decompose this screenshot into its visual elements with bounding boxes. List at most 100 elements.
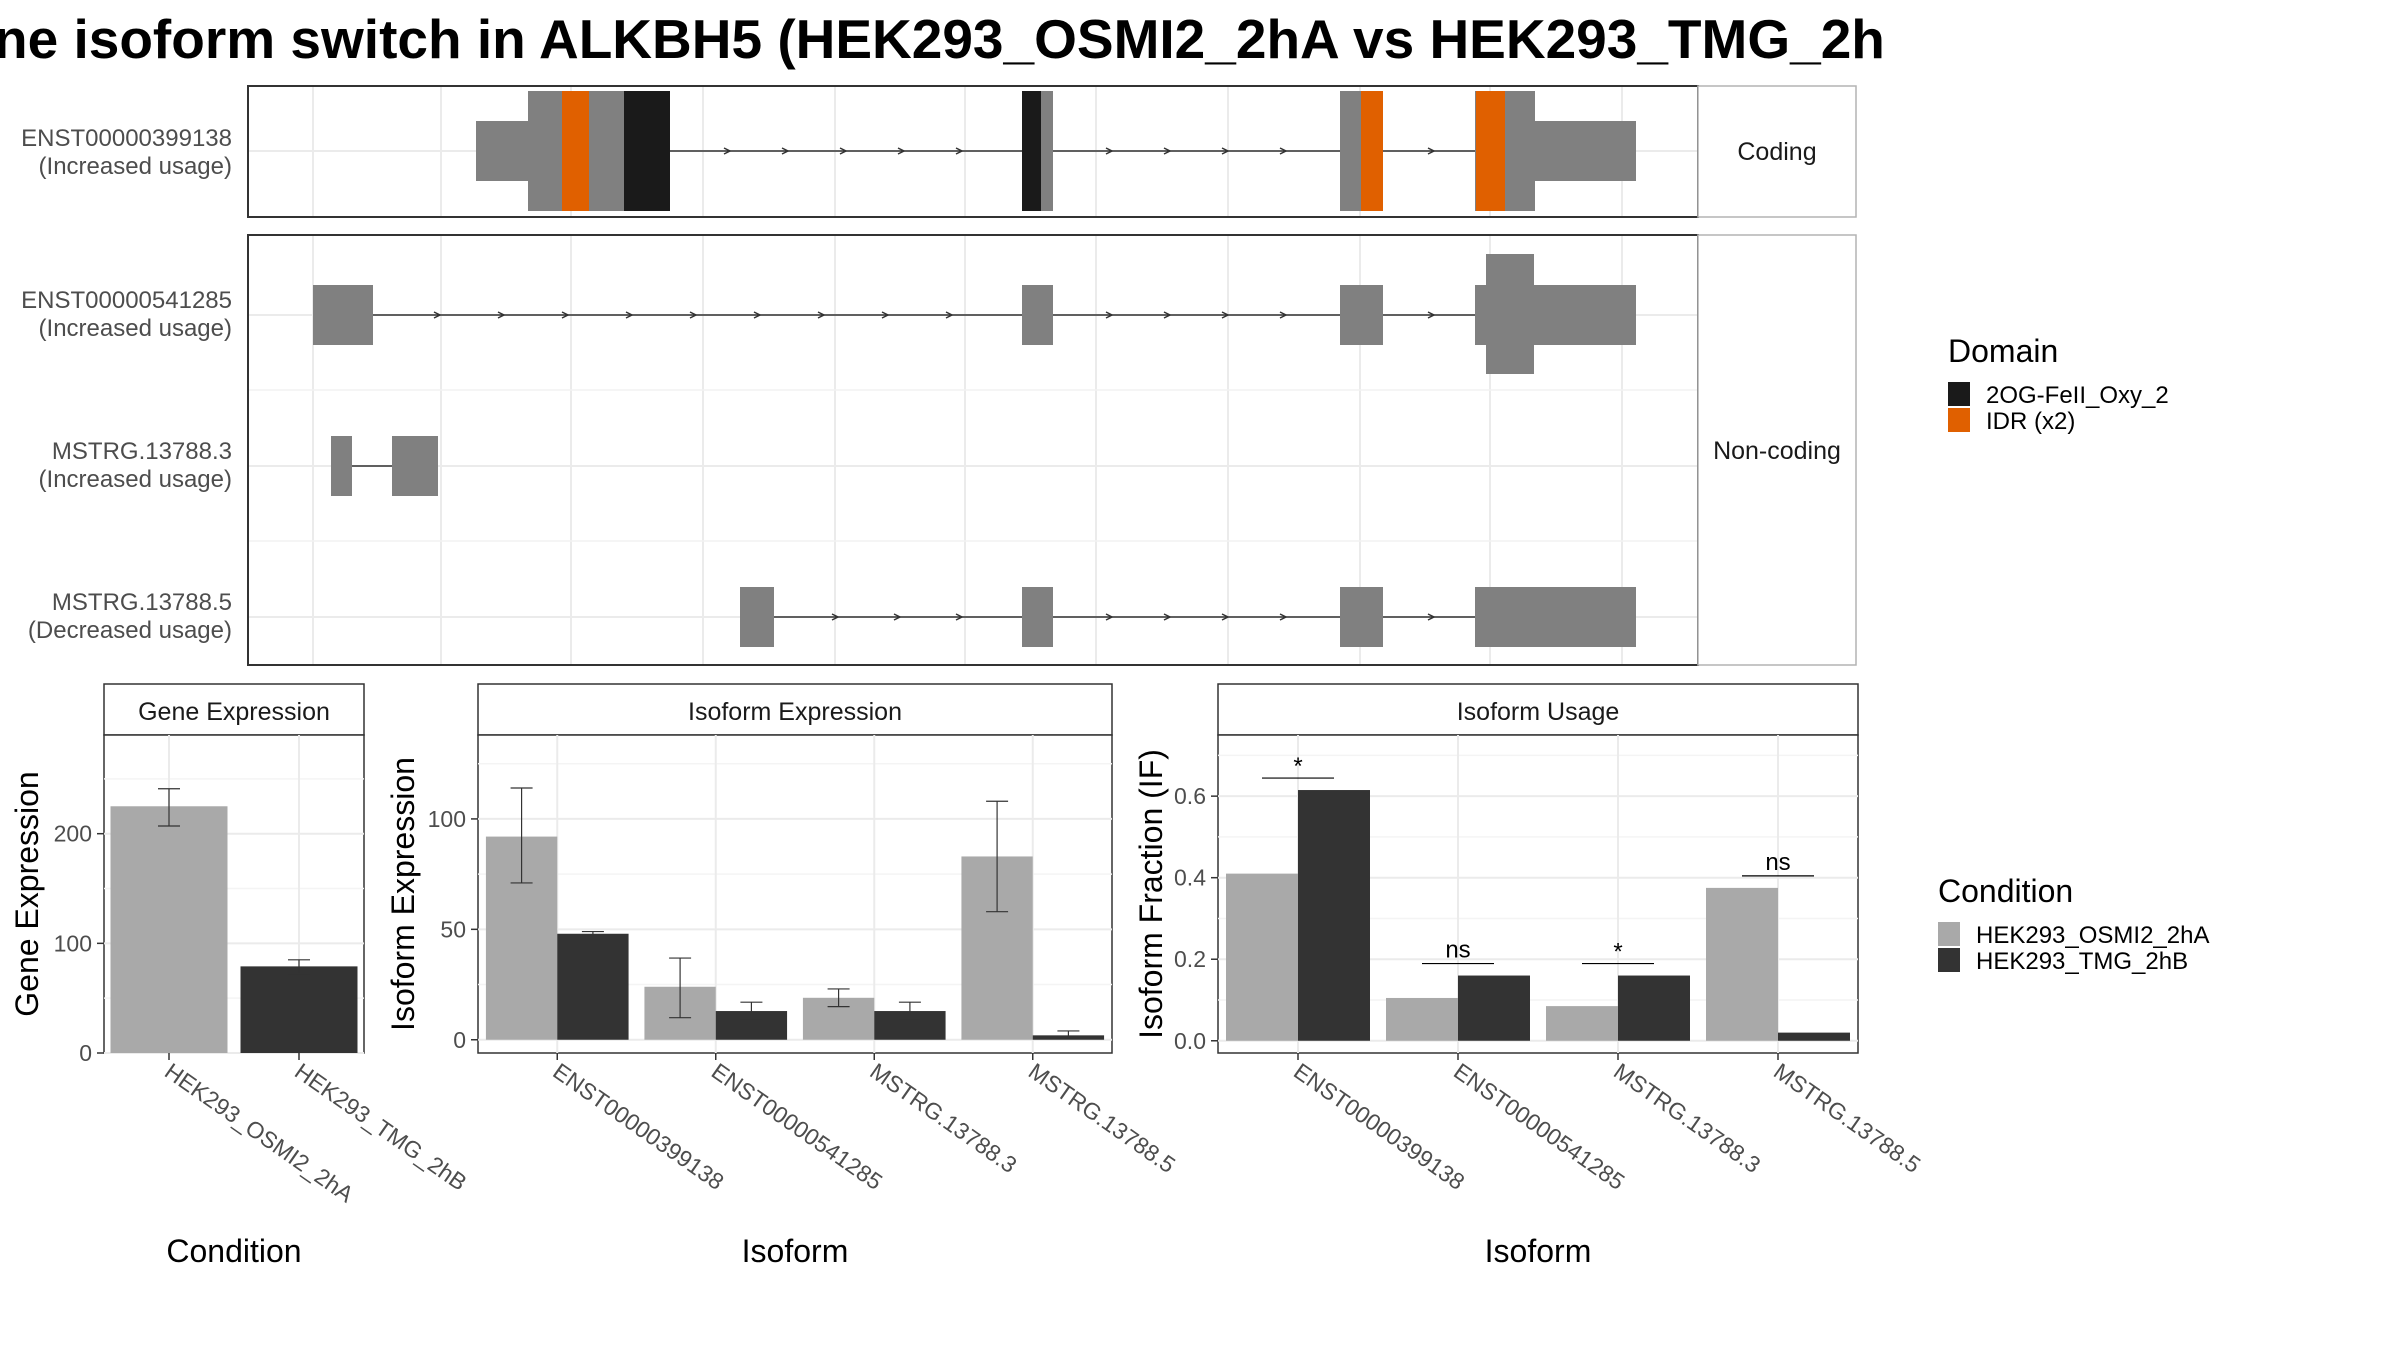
x-axis-title: Isoform: [1485, 1233, 1592, 1269]
transcript-1-idr-domain: [1361, 91, 1383, 211]
x-tick-label: MSTRG.13788.3: [1609, 1058, 1765, 1178]
bar-osmi2: [1546, 1006, 1618, 1041]
intron-arrow: [955, 147, 964, 155]
intron-arrow: [497, 311, 506, 319]
y-tick-label: 0.6: [1174, 783, 1206, 809]
x-axis-title: Isoform: [742, 1233, 849, 1269]
intron-arrow: [1427, 613, 1436, 621]
y-axis-title: Isoform Fraction (IF): [1133, 749, 1169, 1039]
y-tick-label: 200: [54, 821, 92, 847]
x-tick-label: ENST00000541285: [707, 1058, 887, 1195]
bar-osmi2: [1386, 997, 1458, 1041]
transcript-2-exon: [1022, 285, 1053, 345]
transcript-3-exon: [331, 436, 352, 496]
bar: [240, 966, 358, 1053]
coding-strip-label: Coding: [1737, 138, 1816, 166]
legend-key-idr: [1948, 408, 1970, 432]
intron-arrow: [1105, 147, 1114, 155]
x-tick-label: MSTRG.13788.5: [1769, 1058, 1925, 1178]
intron-arrow: [753, 311, 762, 319]
intron-arrow: [1163, 613, 1172, 621]
figure-title: ne isoform switch in ALKBH5 (HEK293_OSMI…: [0, 8, 1885, 70]
intron-arrow: [1163, 147, 1172, 155]
chart-title: Isoform Usage: [1457, 698, 1620, 726]
x-tick-label: ENST00000399138: [548, 1058, 728, 1195]
intron-arrow: [625, 311, 634, 319]
transcript-2-exon: [313, 285, 373, 345]
y-tick-label: 0.2: [1174, 946, 1206, 972]
transcript-4-exon: [1022, 587, 1053, 647]
y-axis-title: Isoform Expression: [385, 757, 421, 1031]
intron-arrow: [1105, 311, 1114, 319]
transcript-1-idr-domain: [1476, 91, 1505, 211]
transcript-2-exon: [1340, 285, 1383, 345]
intron-arrow: [817, 311, 826, 319]
transcript-label-2-note: (Increased usage): [39, 315, 232, 342]
bar-tmg: [557, 933, 629, 1040]
transcript-1-utr: [476, 121, 530, 181]
y-tick-label: 0: [453, 1027, 466, 1053]
intron-arrow: [955, 613, 964, 621]
bar: [110, 806, 228, 1053]
transcript-label-1-note: (Increased usage): [39, 153, 232, 180]
x-tick-label: ENST00000399138: [1289, 1058, 1469, 1195]
intron-arrow: [1221, 147, 1230, 155]
transcript-1-oxy-domain: [624, 91, 670, 211]
noncoding-strip: [1697, 234, 1857, 666]
condition-legend-title: Condition: [1938, 873, 2073, 909]
transcript-label-4-id: MSTRG.13788.5: [52, 589, 232, 616]
noncoding-strip-label: Non-coding: [1713, 437, 1841, 465]
coding-strip: [1697, 85, 1857, 218]
legend-label-osmi2: HEK293_OSMI2_2hA: [1976, 922, 2209, 949]
intron-arrow: [1427, 147, 1436, 155]
x-axis-title: Condition: [166, 1233, 301, 1269]
intron-arrow: [897, 147, 906, 155]
chart-2: Isoform Expression 0 50 100 Isoform Expressi…: [385, 683, 1180, 1269]
y-axis-title: Gene Expression: [9, 771, 45, 1016]
intron-arrow: [1163, 311, 1172, 319]
transcript-label-2-id: ENST00000541285: [21, 287, 232, 314]
significance-label: *: [1293, 753, 1302, 780]
transcript-2-exon: [1486, 254, 1534, 374]
intron-arrow: [1279, 147, 1288, 155]
intron-arrow: [1221, 613, 1230, 621]
bar-tmg: [1618, 975, 1690, 1041]
x-tick-label: ENST00000541285: [1449, 1058, 1629, 1195]
y-tick-label: 50: [440, 916, 466, 942]
transcript-4-exon: [1340, 587, 1383, 647]
intron-arrow: [893, 613, 902, 621]
x-tick-label: MSTRG.13788.5: [1024, 1058, 1180, 1178]
noncoding-panel-frame: [247, 234, 1699, 666]
bar-osmi2: [1226, 873, 1298, 1041]
intron-arrow: [1105, 613, 1114, 621]
intron-arrow: [723, 147, 732, 155]
legend-label-tmg: HEK293_TMG_2hB: [1976, 948, 2188, 975]
intron-arrow: [1279, 311, 1288, 319]
transcript-1-idr-domain: [562, 91, 589, 211]
condition-legend: Condition HEK293_OSMI2_2hA HEK293_TMG_2h…: [1938, 873, 2209, 975]
bar-tmg: [1458, 975, 1530, 1041]
chart-title: Isoform Expression: [688, 698, 902, 726]
legend-label-idr: IDR (x2): [1986, 408, 2075, 435]
bar-osmi2: [1706, 887, 1778, 1041]
intron-arrow: [1427, 311, 1436, 319]
legend-key-oxy: [1948, 382, 1970, 406]
intron-arrow: [1221, 311, 1230, 319]
domain-legend-title: Domain: [1948, 333, 2058, 369]
intron-arrow: [561, 311, 570, 319]
transcript-label-3-id: MSTRG.13788.3: [52, 438, 232, 465]
domain-legend: Domain 2OG-FeII_Oxy_2 IDR (x2): [1948, 333, 2169, 435]
legend-label-oxy: 2OG-FeII_Oxy_2: [1986, 382, 2169, 409]
transcript-3-exon: [392, 436, 438, 496]
intron-arrow: [881, 311, 890, 319]
transcript-1-oxy-domain: [1022, 91, 1041, 211]
intron-arrow: [831, 613, 840, 621]
transcript-1-utr: [1533, 121, 1636, 181]
transcript-4-exon: [740, 587, 774, 647]
transcript-4-exon: [1475, 587, 1636, 647]
x-tick-label: MSTRG.13788.3: [865, 1058, 1021, 1178]
significance-label: ns: [1445, 937, 1470, 964]
intron-arrow: [781, 147, 790, 155]
